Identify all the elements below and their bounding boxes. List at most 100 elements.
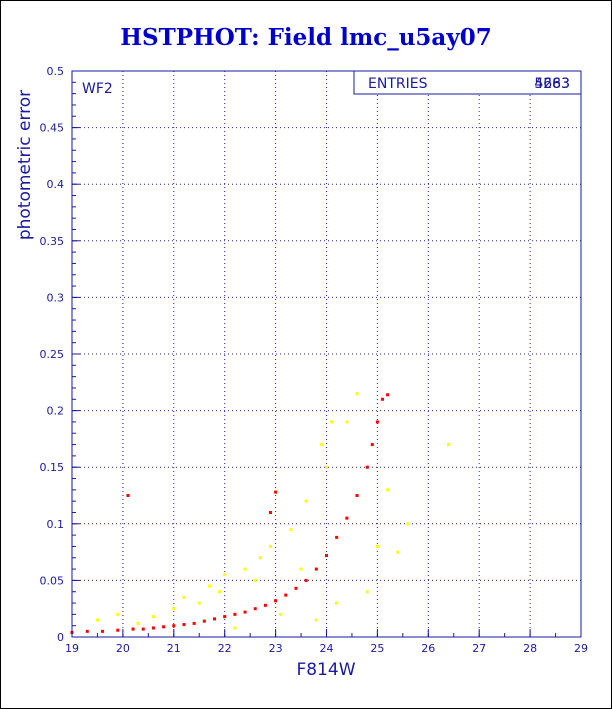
data-point xyxy=(233,626,237,630)
data-points xyxy=(70,392,451,634)
data-point xyxy=(279,612,283,616)
x-tick-label: 28 xyxy=(523,642,537,655)
data-point xyxy=(274,490,278,494)
data-point xyxy=(131,627,135,631)
data-point xyxy=(330,420,334,424)
data-point xyxy=(151,626,155,630)
data-point xyxy=(213,617,217,621)
y-axis-label: photometric error xyxy=(15,90,35,240)
data-point xyxy=(406,522,410,526)
data-point xyxy=(370,443,374,447)
y-tick-label: 0.5 xyxy=(47,65,65,78)
y-tick-label: 0.3 xyxy=(47,291,65,304)
y-tick-label: 0.45 xyxy=(40,122,65,135)
data-point xyxy=(299,567,303,571)
stats-box-border xyxy=(353,70,582,95)
data-point xyxy=(258,556,262,560)
data-point xyxy=(172,607,176,611)
data-point xyxy=(197,601,201,605)
data-point xyxy=(319,443,323,447)
data-point xyxy=(116,612,120,616)
x-tick-label: 25 xyxy=(370,642,384,655)
data-point xyxy=(345,516,349,520)
grid-lines xyxy=(72,71,581,637)
x-tick-label: 22 xyxy=(218,642,232,655)
data-point xyxy=(116,628,120,632)
data-point xyxy=(335,601,339,605)
y-tick-label: 0.1 xyxy=(47,518,65,531)
y-tick-labels: 0 0.05 0.1 0.15 0.2 0.25 0.3 0.35 0.4 0.45 0.5 xyxy=(40,65,65,644)
stats-label: ENTRIES xyxy=(368,76,428,92)
data-point xyxy=(269,510,273,514)
data-point xyxy=(192,621,196,625)
data-point xyxy=(380,397,384,401)
data-point xyxy=(325,553,328,557)
data-point xyxy=(386,488,390,492)
x-tick-label: 24 xyxy=(320,642,334,655)
data-point xyxy=(274,599,278,603)
y-tick-label: 0.35 xyxy=(40,235,65,248)
y-tick-label: 0 xyxy=(57,631,64,644)
data-point xyxy=(85,629,89,633)
data-point xyxy=(447,443,451,447)
data-point xyxy=(335,535,339,539)
stats-box: ENTRIES 5263 4683 xyxy=(353,70,582,95)
data-point xyxy=(386,393,390,397)
y-tick-label: 0.2 xyxy=(47,405,65,418)
x-axis-label: F814W xyxy=(296,660,355,680)
data-point xyxy=(136,621,140,625)
x-tick-labels: 19 20 21 22 23 24 25 26 27 28 29 xyxy=(65,642,588,655)
data-point xyxy=(151,615,155,619)
chart-title: HSTPHOT: Field lmc_u5ay07 xyxy=(120,24,492,51)
data-point xyxy=(207,584,211,588)
data-point xyxy=(101,629,105,633)
x-tick-label: 29 xyxy=(574,642,588,655)
data-point xyxy=(294,586,298,590)
y-tick-label: 0.05 xyxy=(40,574,65,587)
data-point xyxy=(355,392,359,396)
data-point xyxy=(218,590,222,594)
data-point xyxy=(396,550,400,554)
series-yellow xyxy=(95,392,451,630)
data-point xyxy=(223,615,227,619)
data-point xyxy=(162,625,166,629)
series-red xyxy=(70,393,390,634)
data-point xyxy=(95,618,99,622)
data-point xyxy=(355,494,359,497)
data-point xyxy=(253,607,257,611)
data-point xyxy=(172,624,176,628)
x-tick-label: 26 xyxy=(421,642,435,655)
data-point xyxy=(365,465,369,469)
data-point xyxy=(284,593,288,597)
data-point xyxy=(304,578,308,582)
data-point xyxy=(314,618,318,622)
data-point xyxy=(223,573,227,577)
data-point xyxy=(141,627,145,631)
data-point xyxy=(345,420,349,424)
panel-label: WF2 xyxy=(82,81,113,97)
x-tick-label: 23 xyxy=(269,642,283,655)
stats-value-2: 4683 xyxy=(534,76,570,92)
data-point xyxy=(325,465,328,469)
y-tick-label: 0.15 xyxy=(40,461,65,474)
data-point xyxy=(253,578,257,582)
data-point xyxy=(269,544,273,548)
data-point xyxy=(182,623,186,627)
data-point xyxy=(289,527,293,531)
x-tick-label: 20 xyxy=(116,642,130,655)
data-point xyxy=(202,619,206,623)
data-point xyxy=(243,567,247,571)
data-point xyxy=(126,494,130,497)
x-tick-label: 19 xyxy=(65,642,79,655)
data-point xyxy=(304,499,308,503)
data-point xyxy=(375,544,379,548)
data-point xyxy=(243,610,247,614)
data-point xyxy=(375,420,379,424)
data-point xyxy=(365,590,369,594)
x-tick-label: 21 xyxy=(167,642,181,655)
x-tick-label: 27 xyxy=(472,642,486,655)
data-point xyxy=(263,603,267,607)
y-tick-label: 0.4 xyxy=(47,178,65,191)
tick-marks xyxy=(71,70,582,638)
